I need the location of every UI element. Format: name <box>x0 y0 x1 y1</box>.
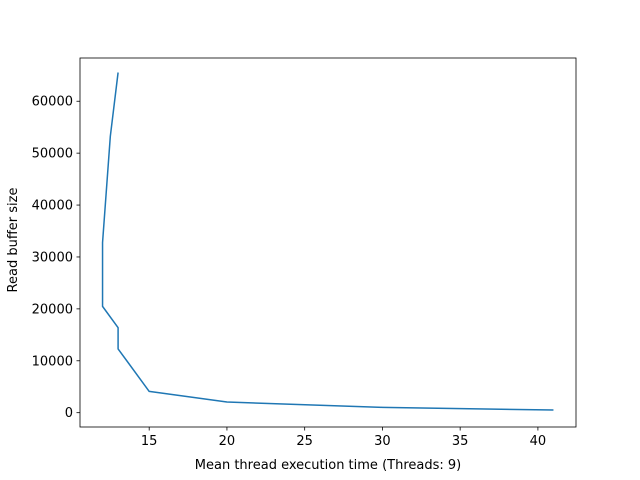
x-tick-label: 20 <box>219 434 236 449</box>
plot-area: 15 20 25 30 35 40 0 10000 20000 30000 40000 50000 60… <box>32 57 577 449</box>
y-axis-label: Read buffer size <box>6 188 21 293</box>
axes-frame <box>79 57 577 428</box>
x-tick-label: 30 <box>374 434 391 449</box>
x-tick-label: 35 <box>452 434 469 449</box>
y-tick-label: 40000 <box>32 199 73 214</box>
x-tick-label: 15 <box>141 434 158 449</box>
y-tick-label: 20000 <box>32 302 73 317</box>
y-tick-label: 10000 <box>32 354 73 369</box>
x-tick-label: 40 <box>530 434 547 449</box>
x-axis-label: Mean thread execution time (Threads: 9) <box>195 458 461 473</box>
y-tick-label: 50000 <box>32 147 73 162</box>
series-line-0 <box>101 72 554 411</box>
y-tick-label: 30000 <box>32 250 73 265</box>
y-tick-label: 60000 <box>32 95 73 110</box>
y-tick-label: 0 <box>65 406 73 421</box>
x-tick-label: 25 <box>296 434 313 449</box>
